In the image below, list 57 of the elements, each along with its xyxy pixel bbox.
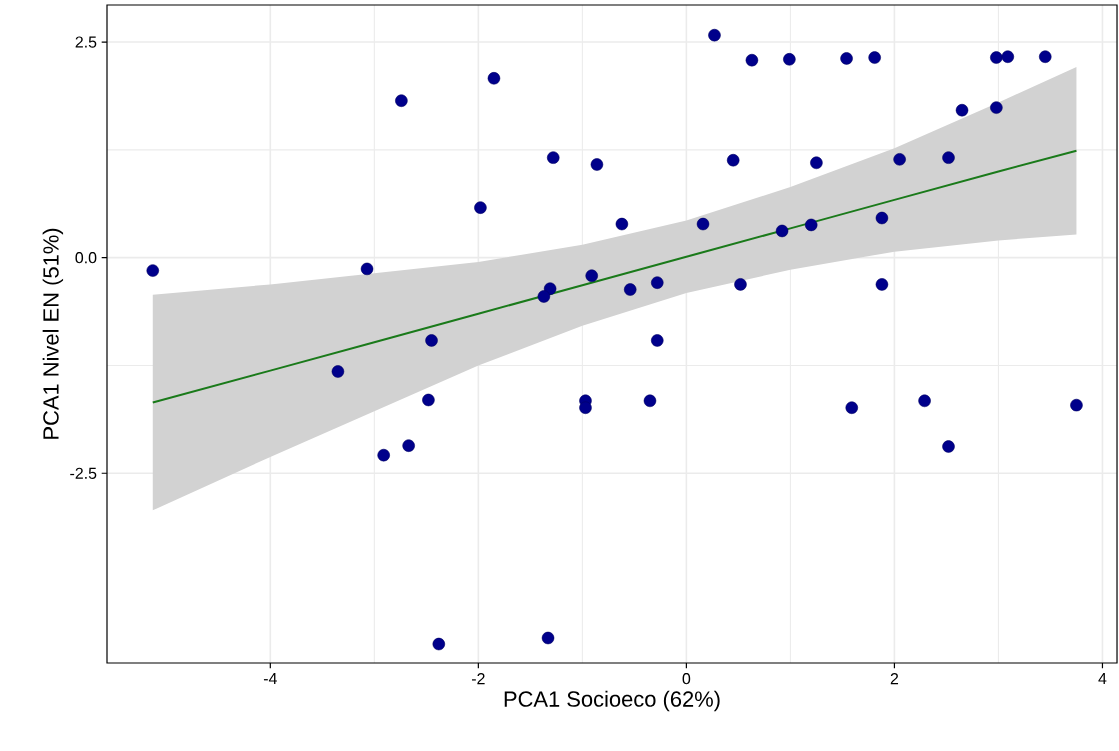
point — [537, 290, 551, 303]
point — [942, 440, 955, 453]
point — [726, 153, 740, 167]
x-tick-label: 2 — [890, 673, 899, 685]
x-tick-label: -2 — [471, 673, 485, 685]
point — [146, 264, 160, 277]
point — [696, 217, 710, 231]
point — [422, 393, 435, 407]
point — [590, 158, 604, 171]
point — [432, 637, 446, 651]
x-axis-title: PCA1 Socioeco (62%) — [504, 690, 720, 712]
point — [651, 276, 664, 289]
x-tick-label: -4 — [263, 673, 277, 684]
point — [487, 72, 501, 85]
point — [810, 156, 823, 170]
point — [360, 262, 374, 276]
point — [708, 28, 721, 42]
x-tick-label: 0 — [682, 673, 691, 685]
point — [1070, 398, 1083, 412]
point — [868, 51, 881, 64]
point — [541, 631, 555, 645]
point — [840, 52, 853, 65]
point — [331, 365, 345, 378]
point — [402, 439, 415, 452]
x-tick-label: 4 — [1098, 673, 1107, 684]
point — [942, 151, 955, 164]
point — [425, 334, 438, 347]
point — [1039, 50, 1052, 63]
point — [395, 94, 408, 107]
point — [1001, 50, 1015, 63]
line-series — [151, 149, 1078, 404]
y-tick-label: 2.5 — [75, 36, 97, 48]
y-tick-label: 0.0 — [75, 252, 97, 264]
point — [651, 334, 664, 347]
y-axis-title: PCA1 Nivel EN (51%) — [42, 228, 64, 439]
point — [875, 278, 889, 291]
point — [804, 218, 818, 232]
point — [615, 217, 629, 231]
point — [474, 201, 487, 214]
point — [990, 51, 1003, 64]
point — [918, 394, 931, 408]
point — [585, 269, 598, 283]
point — [643, 394, 657, 408]
point — [546, 151, 560, 164]
point — [734, 278, 747, 291]
point — [875, 211, 889, 225]
point — [893, 153, 906, 166]
point — [623, 283, 637, 296]
point — [579, 401, 592, 414]
y-tick-label: -2.5 — [70, 467, 97, 479]
point — [990, 101, 1003, 114]
point — [745, 53, 759, 67]
point — [377, 448, 390, 462]
point — [845, 401, 859, 414]
point — [775, 224, 789, 238]
point — [783, 53, 796, 66]
point — [955, 103, 969, 117]
